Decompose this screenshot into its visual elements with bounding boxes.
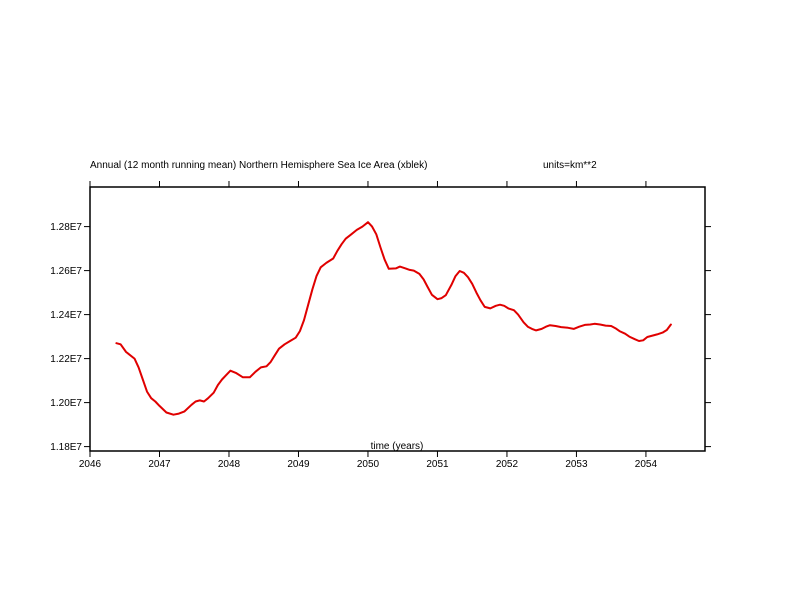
x-tick-label: 2054 <box>635 459 658 470</box>
plot-frame <box>89 186 706 452</box>
x-tick-label: 2046 <box>79 459 102 470</box>
x-tick-label: 2047 <box>148 459 171 470</box>
x-tick-label: 2051 <box>426 459 449 470</box>
x-axis-label: time (years) <box>371 441 424 452</box>
axis-tick-labels: 2046 2047 2048 2049 2050 2051 2052 2053 2054 1.18… <box>50 222 657 470</box>
chart-title: Annual (12 month running mean) Northern … <box>90 160 427 171</box>
y-tick-label: 1.18E7 <box>50 442 82 453</box>
units-label: units=km**2 <box>543 160 597 171</box>
series-group <box>115 221 672 416</box>
y-tick-label: 1.24E7 <box>50 310 82 321</box>
axis-ticks <box>84 181 711 457</box>
x-tick-label: 2049 <box>287 459 310 470</box>
x-tick-label: 2052 <box>496 459 519 470</box>
x-tick-label: 2048 <box>218 459 241 470</box>
y-tick-label: 1.28E7 <box>50 222 82 233</box>
y-tick-label: 1.20E7 <box>50 398 82 409</box>
y-tick-label: 1.26E7 <box>50 266 82 277</box>
series-line <box>115 221 672 416</box>
y-tick-label: 1.22E7 <box>50 354 82 365</box>
x-tick-label: 2050 <box>357 459 380 470</box>
x-tick-label: 2053 <box>565 459 588 470</box>
